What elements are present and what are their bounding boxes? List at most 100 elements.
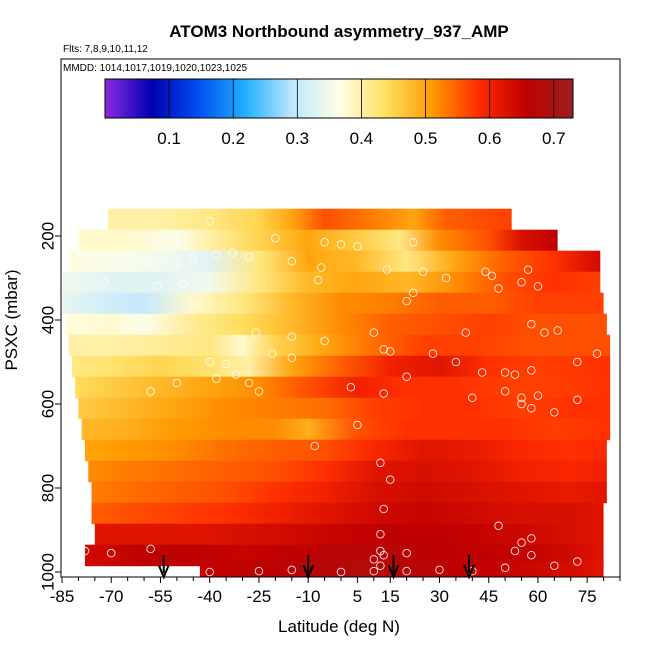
sample-point [376, 561, 385, 570]
heatmap-band [107, 208, 512, 231]
x-tick-label: -10 [296, 587, 321, 606]
sample-point [402, 296, 411, 306]
sample-point [517, 393, 526, 402]
heatmap-band [91, 502, 604, 525]
sample-point [287, 332, 297, 342]
sample-point [369, 328, 379, 337]
sample-point [353, 242, 362, 251]
y-axis-label: PSXC (mbar) [2, 269, 21, 370]
colorbar-tick-label: 0.7 [542, 129, 566, 148]
sample-point [336, 567, 346, 577]
sample-point [468, 393, 477, 402]
heatmap-band [199, 561, 604, 577]
sample-point [320, 238, 329, 247]
sample-point [189, 252, 198, 262]
sample-point [146, 544, 155, 554]
x-tick-label: 30 [430, 587, 449, 606]
sample-point [156, 235, 165, 245]
sample-point [461, 328, 470, 337]
sample-point [376, 529, 385, 539]
x-tick-label: -25 [247, 587, 272, 606]
colorbar [104, 78, 574, 119]
y-tick-label: 800 [39, 474, 58, 502]
sample-point [376, 458, 385, 468]
x-tick-label: 75 [578, 587, 597, 606]
sample-point [527, 550, 536, 560]
sample-point [353, 420, 362, 430]
colorbar-tick-label: 0.5 [414, 129, 438, 148]
x-tick-label: -70 [99, 587, 124, 606]
colorbar-tick-label: 0.2 [221, 129, 245, 148]
chart-title: ATOM3 Northbound asymmetry_937_AMP [169, 22, 508, 41]
sample-point [231, 370, 241, 379]
sample-point [369, 555, 379, 564]
heatmap-band [78, 397, 611, 420]
sample-point [123, 315, 132, 325]
sample-point [500, 387, 510, 396]
sample-point [441, 273, 451, 283]
sample-point [172, 378, 182, 388]
sample-point [379, 345, 388, 354]
sample-point [573, 557, 582, 566]
y-tick-label: 400 [39, 306, 58, 334]
sample-point [550, 561, 559, 570]
sample-point [428, 349, 438, 358]
sample-point [205, 357, 214, 367]
sample-point [346, 382, 356, 392]
sample-point [385, 475, 395, 484]
sample-point [310, 441, 319, 451]
sample-point [533, 282, 543, 291]
sample-point [517, 277, 526, 287]
sample-point [172, 259, 182, 268]
sample-point [517, 538, 526, 547]
sample-point [80, 546, 90, 556]
x-tick-label: 45 [479, 587, 498, 606]
sample-point [382, 265, 392, 274]
colorbar-tick-label: 0.1 [157, 129, 181, 148]
heatmap-band [84, 439, 607, 462]
sample-point [212, 374, 221, 384]
sample-point [494, 521, 503, 531]
sample-point [143, 315, 152, 325]
sample-point [402, 548, 411, 558]
heatmap-band [84, 544, 604, 567]
dates-annotation: MMDD: 1014,1017,1019,1020,1023,1025 [63, 63, 247, 74]
sample-point [517, 399, 526, 409]
sample-point [287, 353, 297, 363]
sample-point [523, 265, 533, 274]
sample-point [221, 359, 231, 369]
sample-point [97, 315, 106, 325]
colorbar-tick-label: 0.6 [478, 129, 502, 148]
sample-point [336, 240, 346, 249]
sample-point [487, 271, 497, 281]
sample-point [477, 368, 487, 377]
sample-point [146, 387, 155, 396]
flights-annotation: Flts: 7,8,9,10,11,12 [63, 44, 148, 55]
sample-point [418, 267, 428, 276]
sample-point [592, 349, 602, 358]
sample-point [228, 248, 237, 258]
x-tick-label: -85 [50, 587, 75, 606]
sample-point [254, 387, 264, 396]
sample-point [573, 395, 582, 405]
heatmap-band [81, 418, 611, 441]
sample-point [212, 250, 221, 260]
heatmap-band [75, 376, 611, 399]
x-tick-label: 60 [528, 587, 547, 606]
sample-point [408, 288, 418, 297]
sample-point [573, 357, 582, 367]
sample-point [244, 378, 254, 388]
sample-point [540, 328, 549, 337]
sample-point [553, 326, 562, 335]
sample-point [287, 565, 297, 575]
sample-point [527, 403, 536, 413]
sample-point [320, 336, 329, 346]
sample-point [139, 256, 149, 266]
sample-point [244, 252, 254, 262]
sample-point [106, 548, 116, 558]
y-tick-label: 600 [39, 390, 58, 418]
sample-point [379, 550, 388, 560]
sample-point [408, 238, 418, 247]
heatmap-band [88, 460, 607, 483]
